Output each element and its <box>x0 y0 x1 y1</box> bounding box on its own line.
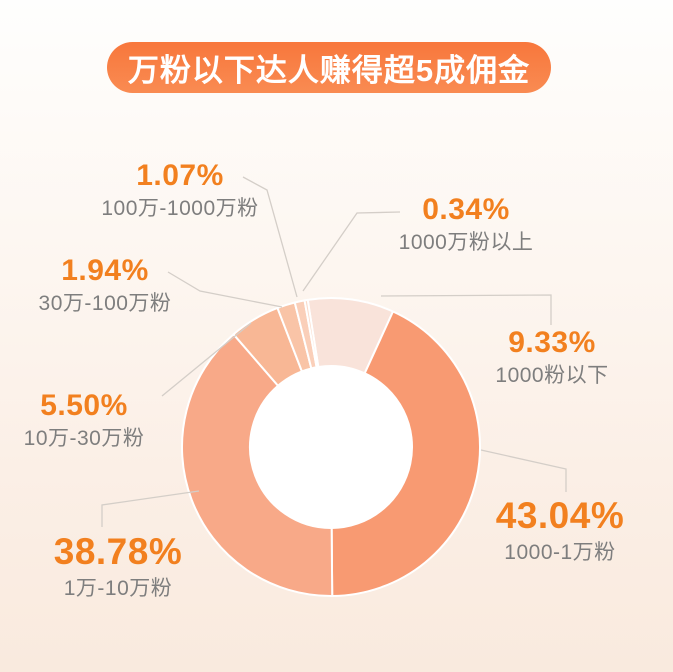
donut-hole <box>250 366 412 528</box>
leader-line-1000-to-10k-fans <box>480 449 567 492</box>
leader-line-300k-to-1m-fans <box>167 271 283 308</box>
leader-line-over-10m-fans <box>302 211 401 292</box>
category-label: 10万-30万粉 <box>23 427 145 450</box>
category-label: 1000万粉以上 <box>398 231 534 254</box>
percent-value: 1.94% <box>61 254 149 287</box>
leader-lines <box>101 176 567 527</box>
percent-value: 1.07% <box>136 159 224 192</box>
title-banner: 万粉以下达人赚得超5成佣金 <box>107 42 551 93</box>
percent-value: 0.34% <box>422 193 510 226</box>
leader-line-10k-to-100k-fans <box>101 490 200 527</box>
leader-line-under-1000-fans <box>380 294 552 325</box>
label-1000-to-10k-fans: 43.04% 1000-1万粉 <box>468 497 652 563</box>
label-over-10m-fans: 0.34% 1000万粉以上 <box>374 193 558 254</box>
percent-value: 9.33% <box>508 326 596 359</box>
category-label: 100万-1000万粉 <box>101 197 259 220</box>
label-300k-to-1m-fans: 1.94% 30万-100万粉 <box>13 254 197 315</box>
percent-value: 38.78% <box>53 531 183 572</box>
percent-value: 5.50% <box>40 389 128 422</box>
leader-line-100k-to-300k-fans <box>161 322 252 397</box>
category-label: 1万-10万粉 <box>63 577 173 600</box>
label-10k-to-100k-fans: 38.78% 1万-10万粉 <box>26 533 210 599</box>
label-100k-to-300k-fans: 5.50% 10万-30万粉 <box>0 389 176 450</box>
category-label: 1000-1万粉 <box>504 541 616 564</box>
category-label: 30万-100万粉 <box>38 292 172 315</box>
label-under-1000-fans: 9.33% 1000粉以下 <box>460 326 644 387</box>
category-label: 1000粉以下 <box>495 364 609 387</box>
leader-line-1m-to-10m-fans <box>242 176 298 298</box>
percent-value: 43.04% <box>495 495 625 536</box>
label-1m-to-10m-fans: 1.07% 100万-1000万粉 <box>88 159 272 220</box>
page-title: 万粉以下达人赚得超5成佣金 <box>127 53 531 88</box>
